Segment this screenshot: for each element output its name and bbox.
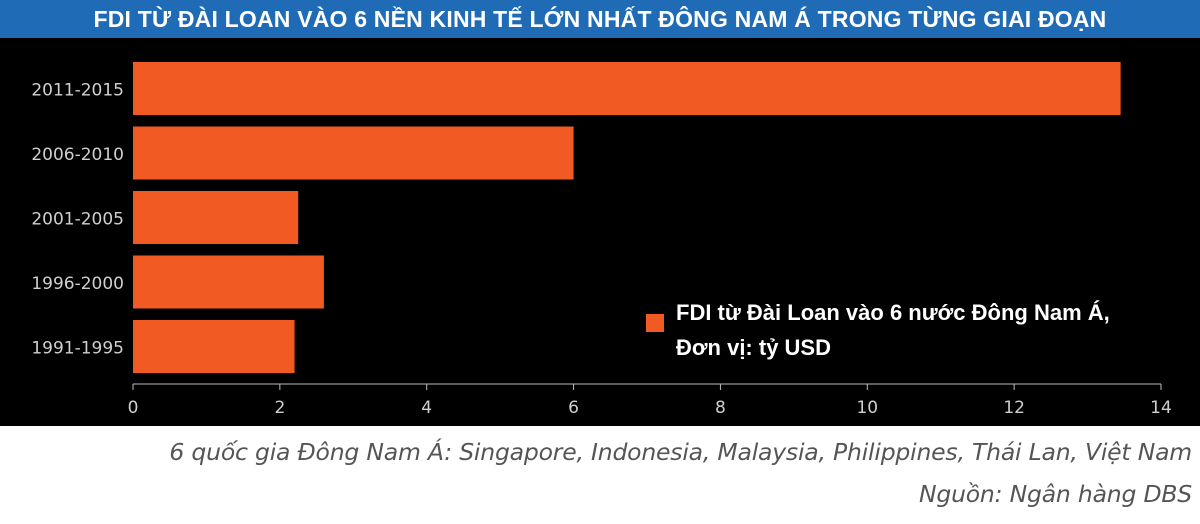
y-tick-label: 2001-2005	[31, 210, 124, 230]
y-tick-label: 2011-2015	[31, 81, 124, 101]
x-tick-label: 0	[128, 398, 139, 418]
x-tick-label: 6	[568, 398, 579, 418]
bar-2006-2010	[133, 126, 574, 180]
y-tick-label: 2006-2010	[31, 145, 124, 165]
x-tick-label: 4	[421, 398, 432, 418]
bar-chart: 2011-2015 2006-2010 2001-2005 1996-2000 1991…	[31, 62, 1172, 418]
y-tick-label: 1991-1995	[31, 339, 124, 359]
legend-label: Đơn vị: tỷ USD	[676, 335, 831, 360]
y-tick-label: 1996-2000	[31, 274, 124, 294]
chart-title: FDI TỪ ĐÀI LOAN VÀO 6 NỀN KINH TẾ LỚN NH…	[0, 0, 1200, 38]
x-tick-label: 14	[1150, 398, 1172, 418]
chart-area: 2011-2015 2006-2010 2001-2005 1996-2000 1991…	[0, 38, 1200, 426]
x-tick-label: 2	[274, 398, 285, 418]
bar-2011-2015	[133, 62, 1121, 115]
x-tick-label: 12	[1003, 398, 1025, 418]
footnote-countries: 6 quốc gia Đông Nam Á: Singapore, Indone…	[169, 438, 1192, 466]
legend-label: FDI từ Đài Loan vào 6 nước Đông Nam Á,	[676, 300, 1110, 325]
bar-1996-2000	[133, 255, 324, 309]
bar-2001-2005	[133, 191, 299, 244]
legend-swatch	[646, 314, 664, 332]
bar-1991-1995	[133, 320, 295, 373]
x-tick-label: 10	[856, 398, 878, 418]
x-tick-label: 8	[715, 398, 726, 418]
source-note: Nguồn: Ngân hàng DBS	[918, 480, 1192, 508]
